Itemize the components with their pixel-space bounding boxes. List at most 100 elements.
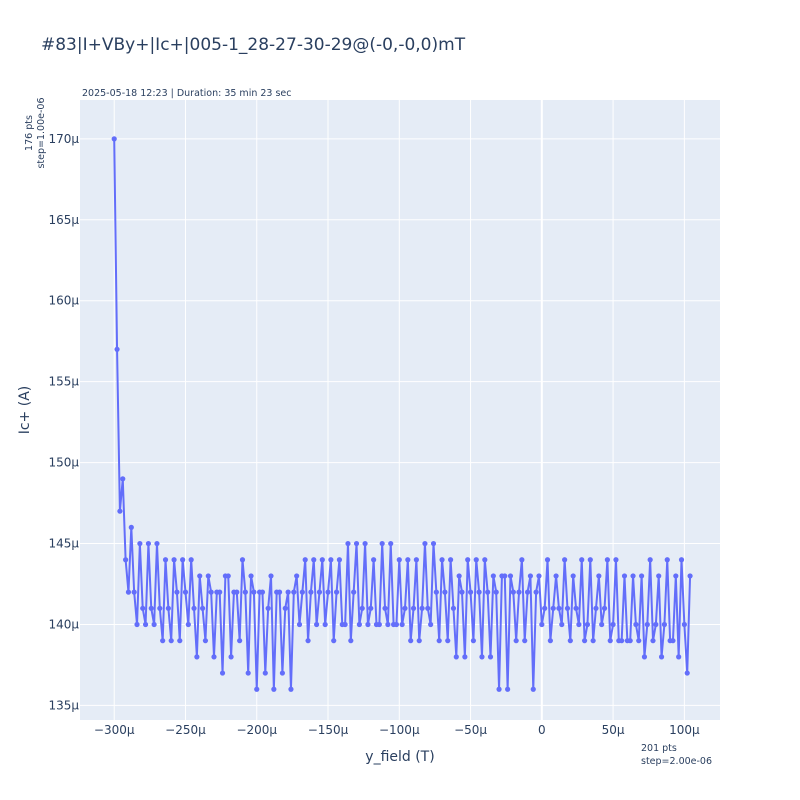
data-point [120, 476, 126, 482]
data-point [305, 638, 311, 644]
data-point [171, 557, 177, 563]
data-point [556, 605, 562, 611]
data-point [496, 686, 502, 692]
data-point [542, 605, 548, 611]
data-point [673, 573, 679, 579]
data-point [450, 605, 457, 611]
data-point [433, 589, 439, 595]
data-point [462, 654, 468, 660]
data-point [365, 621, 371, 628]
x-tick-label: 50µ [602, 723, 625, 737]
data-point [396, 557, 402, 563]
data-point [371, 557, 377, 563]
data-point [619, 638, 625, 644]
data-point [388, 540, 394, 547]
x-tick-label: −250µ [165, 723, 206, 737]
chart-title: #83|I+VBy+|Ic+|005-1_28-27-30-29@(-0,-0,… [41, 35, 466, 55]
data-point [254, 686, 260, 692]
data-point [439, 557, 445, 563]
data-point [302, 557, 308, 563]
data-point [584, 621, 591, 628]
data-point [288, 686, 294, 692]
data-point [505, 686, 511, 692]
data-point [205, 573, 211, 579]
data-point [322, 621, 328, 628]
data-point [125, 589, 132, 595]
data-point [656, 573, 662, 579]
data-point [490, 573, 496, 579]
x-tick-label: 100µ [669, 723, 700, 737]
data-point [325, 589, 331, 595]
data-point [294, 573, 300, 579]
data-point [559, 621, 565, 628]
data-point [576, 621, 582, 628]
data-point [413, 557, 419, 563]
data-point [430, 540, 437, 547]
data-point [636, 638, 642, 644]
data-point [157, 605, 163, 611]
data-point [467, 589, 474, 595]
data-point [296, 621, 303, 628]
data-point [524, 589, 531, 595]
data-point [684, 670, 690, 676]
data-point [587, 557, 593, 563]
data-point [165, 605, 171, 611]
data-point [476, 589, 482, 595]
x-tick-label: −50µ [454, 723, 487, 737]
data-point [567, 638, 573, 644]
data-point [570, 573, 576, 579]
data-point [368, 605, 374, 611]
data-point [533, 589, 539, 595]
data-point [590, 638, 596, 644]
data-point [644, 621, 650, 628]
data-point [160, 638, 166, 644]
data-point [376, 621, 382, 628]
data-point [242, 589, 248, 595]
data-point [342, 621, 348, 628]
data-point [639, 573, 645, 579]
chart-subtitle: 2025-05-18 12:23 | Duration: 35 min 23 s… [82, 88, 292, 99]
data-point [564, 605, 571, 611]
data-point [336, 557, 343, 563]
data-point [479, 654, 485, 660]
data-point [473, 557, 479, 563]
data-point [630, 573, 636, 579]
plot-area [80, 100, 720, 720]
data-point [459, 589, 465, 595]
data-point [239, 557, 246, 563]
data-point [180, 557, 186, 563]
data-point [510, 589, 516, 595]
data-point [194, 654, 200, 660]
data-point [513, 638, 519, 644]
data-point [516, 589, 522, 595]
data-point [448, 557, 454, 563]
y-tick-label: 145µ [48, 537, 79, 551]
data-point [579, 557, 585, 563]
data-point [627, 638, 633, 644]
data-point [456, 573, 462, 579]
data-point [647, 557, 653, 563]
data-point [237, 638, 243, 644]
data-point [353, 540, 360, 547]
data-point [519, 557, 525, 563]
x-tick-label: −100µ [379, 723, 420, 737]
data-point [487, 654, 494, 660]
data-point [351, 589, 357, 595]
data-point [599, 621, 605, 628]
x-tick-label: −200µ [236, 723, 277, 737]
data-point [581, 638, 588, 644]
data-point [393, 621, 400, 628]
data-point [185, 621, 191, 628]
data-point [562, 557, 568, 563]
data-point [382, 605, 388, 611]
data-point [416, 638, 422, 644]
data-point [291, 589, 297, 595]
data-point [593, 605, 599, 611]
data-point [601, 605, 608, 611]
data-point [279, 670, 286, 676]
data-point [379, 540, 385, 547]
data-point [482, 557, 488, 563]
data-point [359, 605, 365, 611]
data-point [422, 540, 428, 547]
